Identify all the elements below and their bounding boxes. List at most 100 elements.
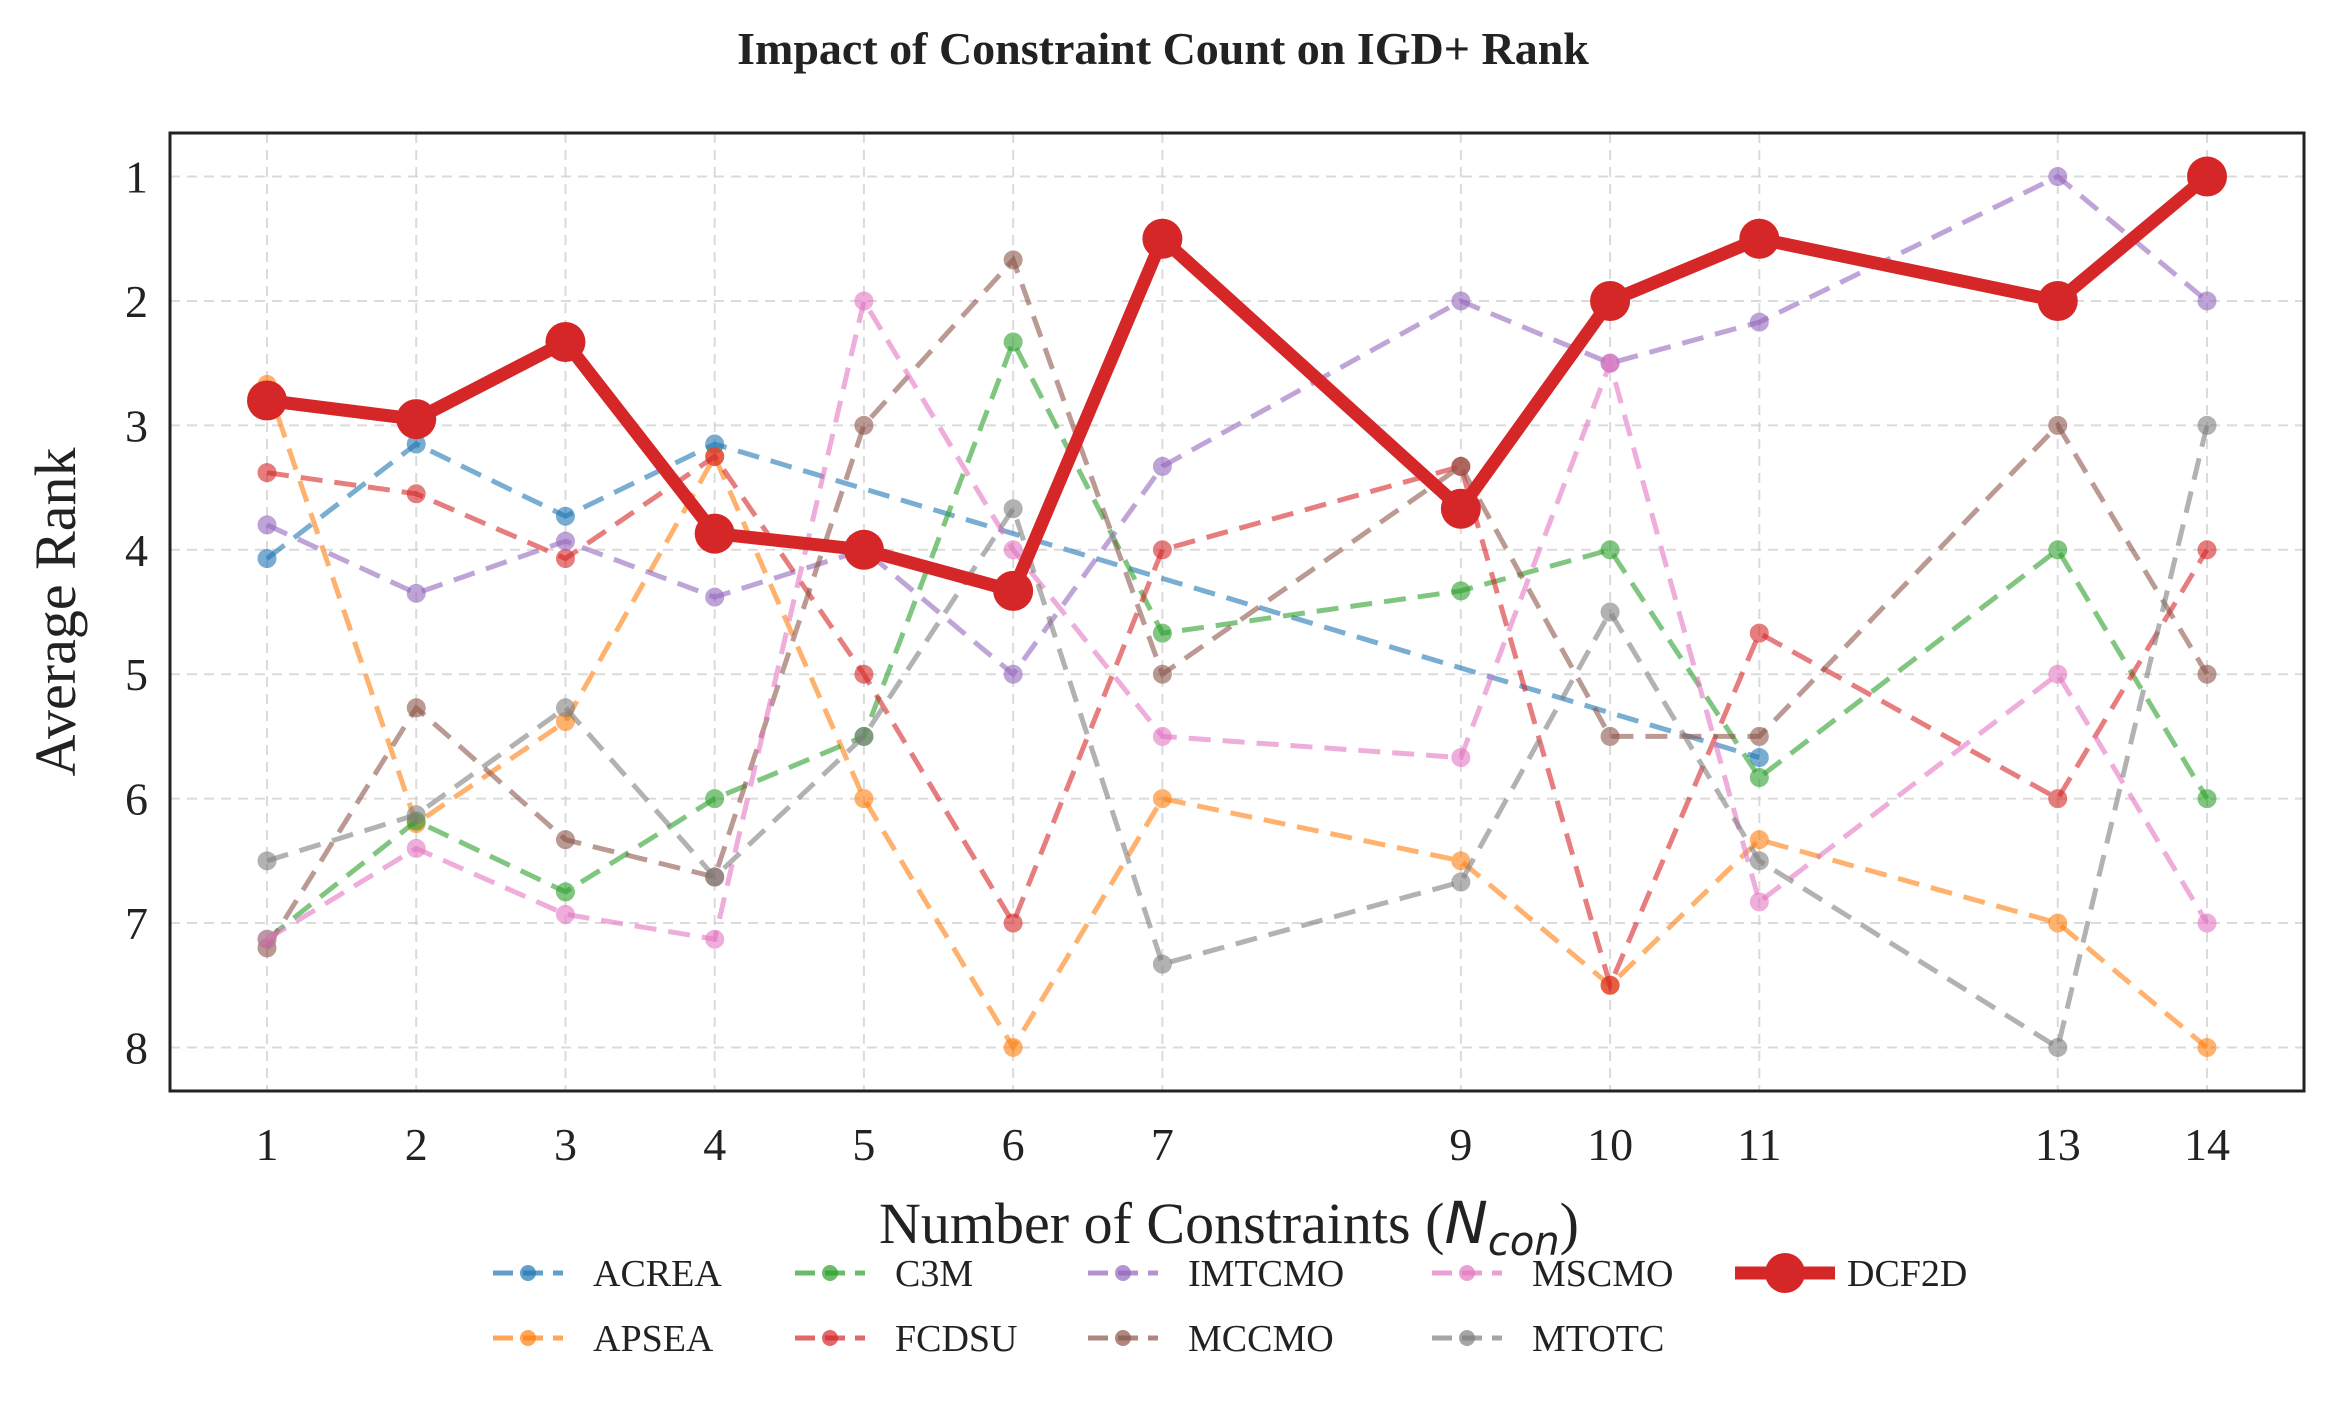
data-point-mscmo	[2197, 913, 2217, 933]
data-point-mtotc	[406, 805, 426, 825]
data-point-imtcmo	[2048, 167, 2068, 187]
data-point-imtcmo	[1749, 312, 1769, 332]
data-point-mccmo	[854, 415, 874, 435]
data-point-c3m	[1451, 581, 1471, 601]
legend-marker	[520, 1330, 536, 1346]
x-tick-label: 6	[1002, 1119, 1025, 1170]
legend-item-dcf2d: DCF2D	[1735, 1253, 1967, 1295]
data-point-mtotc	[1152, 954, 1172, 974]
legend-marker	[822, 1330, 838, 1346]
data-point-c3m	[1600, 540, 1620, 560]
data-point-mccmo	[1003, 250, 1023, 270]
data-point-dcf2d	[1739, 218, 1780, 259]
x-tick-label: 9	[1449, 1119, 1472, 1170]
data-point-c3m	[705, 789, 725, 809]
x-axis-label: Number of Constraints (Ncon)	[879, 1189, 1579, 1265]
legend-item-acrea: ACREA	[493, 1253, 722, 1295]
legend-marker	[1459, 1330, 1475, 1346]
data-point-dcf2d	[396, 399, 437, 440]
data-point-c3m	[1003, 332, 1023, 352]
series-line-mccmo	[264, 255, 2210, 950]
data-point-mccmo	[1749, 726, 1769, 746]
series-line-c3m	[265, 335, 2210, 942]
legend-marker	[822, 1265, 838, 1281]
data-point-imtcmo	[705, 587, 725, 607]
data-point-mscmo	[1451, 748, 1471, 768]
x-axis-label-text: Number of Constraints (	[879, 1191, 1444, 1256]
data-point-dcf2d	[694, 513, 735, 554]
data-point-dcf2d	[247, 380, 287, 421]
data-point-dcf2d	[993, 570, 1034, 611]
data-point-fcdsu	[2197, 540, 2217, 560]
y-tick-label: 1	[125, 152, 148, 203]
series-layer	[247, 156, 2227, 1057]
data-point-imtcmo	[1003, 664, 1023, 684]
legend-label: MSCMO	[1532, 1253, 1674, 1295]
legend-item-imtcmo: IMTCMO	[1088, 1253, 1344, 1295]
data-point-dcf2d	[2187, 156, 2227, 197]
chart-title: Impact of Constraint Count on IGD+ Rank	[737, 23, 1589, 74]
data-point-imtcmo	[406, 583, 426, 603]
data-point-acrea	[257, 549, 277, 569]
plot-frame	[168, 131, 2306, 1093]
data-point-mscmo	[406, 838, 426, 858]
x-tick-label: 1	[256, 1119, 279, 1170]
data-point-mtotc	[1451, 872, 1471, 892]
legend-label: DCF2D	[1847, 1253, 1967, 1295]
data-point-c3m	[2197, 789, 2217, 809]
data-point-mccmo	[1451, 456, 1471, 476]
data-point-mscmo	[555, 904, 575, 924]
grid-layer	[170, 133, 2304, 1091]
data-point-mtotc	[854, 726, 874, 746]
data-point-dcf2d	[1142, 218, 1183, 259]
data-point-imtcmo	[1451, 291, 1471, 311]
y-tick-label: 2	[125, 276, 148, 327]
legend-label: MCCMO	[1188, 1318, 1334, 1360]
data-point-mtotc	[705, 867, 725, 887]
data-point-apsea	[1749, 830, 1769, 850]
data-point-fcdsu	[1600, 975, 1620, 995]
x-tick-label: 7	[1151, 1119, 1174, 1170]
legend-label: C3M	[895, 1253, 973, 1295]
x-axis-ticks: 1 2 3 4 5 6 7 9 10 11 13 14	[256, 1119, 2231, 1170]
data-point-mscmo	[1152, 726, 1172, 746]
series-fcdsu	[257, 446, 2217, 995]
y-axis-label: Average Rank	[23, 447, 88, 776]
legend: ACREA C3M IMTCMO MSCMO DCF2D APSEA FCDSU MCCMO M…	[493, 1253, 1967, 1360]
data-point-acrea	[555, 506, 575, 526]
data-point-mscmo	[2048, 664, 2068, 684]
data-point-apsea	[2197, 1037, 2217, 1057]
data-point-mccmo	[406, 698, 426, 718]
x-tick-label: 4	[703, 1119, 726, 1170]
data-point-mscmo	[1749, 892, 1769, 912]
data-point-mtotc	[555, 698, 575, 718]
data-point-apsea	[854, 789, 874, 809]
data-point-imtcmo	[2197, 291, 2217, 311]
data-point-fcdsu	[2048, 789, 2068, 809]
legend-marker	[1115, 1330, 1131, 1346]
data-point-fcdsu	[257, 463, 277, 483]
legend-label: IMTCMO	[1188, 1253, 1344, 1295]
series-mccmo	[257, 250, 2217, 958]
series-line-apsea	[264, 383, 2209, 1053]
x-tick-label: 3	[554, 1119, 577, 1170]
data-point-mtotc	[2048, 1037, 2068, 1057]
data-point-acrea	[1749, 748, 1769, 768]
x-tick-label: 14	[2184, 1119, 2230, 1170]
legend-item-c3m: C3M	[795, 1253, 973, 1295]
data-point-mtotc	[257, 851, 277, 871]
x-axis-label-close: )	[1560, 1191, 1579, 1256]
series-line-fcdsu	[266, 453, 2210, 993]
data-point-fcdsu	[705, 446, 725, 466]
data-point-mccmo	[2197, 664, 2217, 684]
series-line-dcf2d	[266, 171, 2212, 598]
y-tick-label: 8	[125, 1022, 148, 1073]
data-point-dcf2d	[2037, 280, 2078, 321]
data-point-c3m	[1152, 623, 1172, 643]
data-point-imtcmo	[1152, 456, 1172, 476]
x-tick-label: 2	[405, 1119, 428, 1170]
legend-marker	[520, 1265, 536, 1281]
legend-marker	[1115, 1265, 1131, 1281]
series-line-mtotc	[266, 424, 2210, 1052]
